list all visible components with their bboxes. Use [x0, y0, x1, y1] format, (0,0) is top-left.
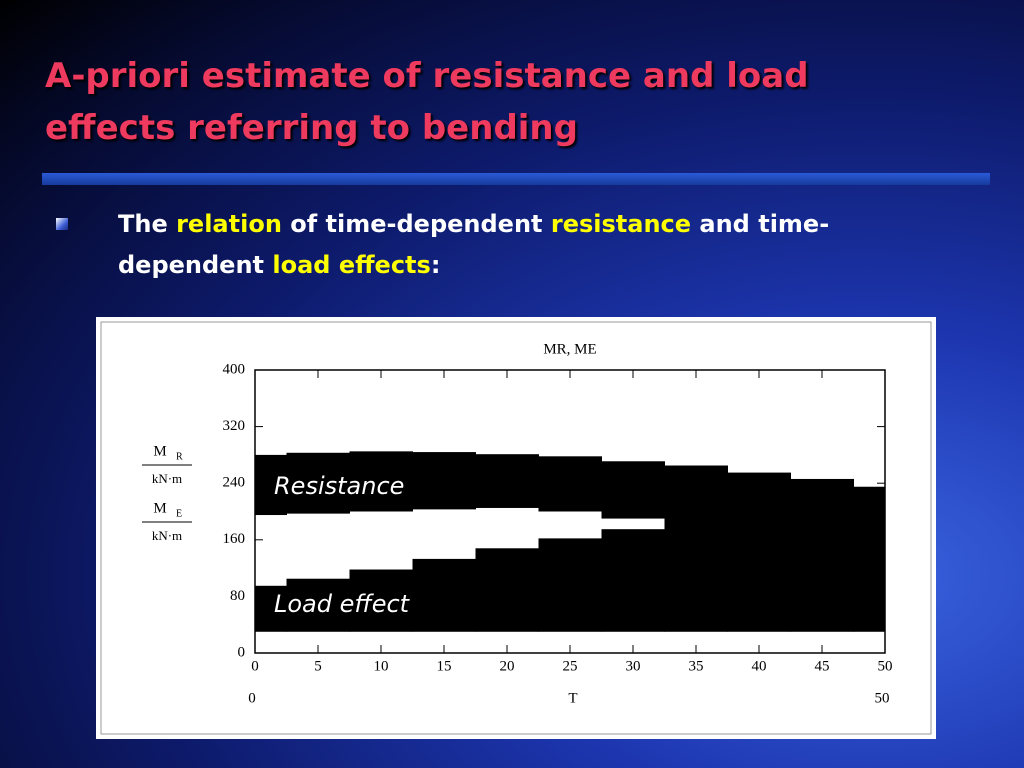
x-axis-label: T [568, 690, 577, 706]
y-tick-label: 160 [223, 531, 246, 547]
band-segment [255, 585, 287, 632]
chart: MR, ME Resistance Load effect 0 80 160 240 320… [100, 321, 932, 735]
x-tick-label: 15 [437, 658, 452, 674]
band-segment [853, 511, 885, 632]
x-tick-label: 40 [752, 658, 767, 674]
x-tick-label: 30 [626, 658, 641, 674]
bullet-segment: and time-dependent [118, 210, 830, 279]
band-segment [349, 451, 413, 512]
bullet-icon [56, 218, 68, 230]
x2-tick-label: 0 [248, 690, 256, 706]
band-segment [790, 514, 854, 632]
y-label-num: M [153, 443, 166, 459]
y-tick-label: 400 [223, 361, 246, 377]
x-tick-label: 45 [815, 658, 830, 674]
band-segment [412, 452, 476, 510]
band-segment [286, 578, 350, 632]
bullet-segment: of time-dependent [281, 210, 551, 238]
band-segment [286, 452, 350, 514]
series-label: Load effect [274, 590, 411, 618]
band-segment [412, 558, 476, 632]
band-segment [475, 454, 539, 508]
y-tick-label: 0 [238, 644, 246, 660]
band-segment [664, 465, 728, 528]
band-segment [475, 548, 539, 632]
x-tick-label: 35 [689, 658, 704, 674]
bullet-segment: : [430, 251, 441, 279]
band-segment [538, 538, 602, 632]
inner-border [100, 321, 932, 735]
bullet-segment: relation [176, 210, 282, 238]
band-segment [601, 461, 665, 519]
y-tick-label: 80 [230, 588, 245, 604]
y-label-sub: E [176, 508, 182, 519]
chart-frame: MR, ME Resistance Load effect 0 80 160 240 320… [96, 317, 936, 739]
band-segment [538, 456, 602, 512]
band-segment [601, 529, 665, 632]
x-tick-label: 25 [563, 658, 578, 674]
x-tick-label: 0 [251, 658, 259, 674]
band-segment [664, 523, 728, 632]
y-label-den: kN·m [152, 471, 182, 486]
plot-data [255, 451, 885, 632]
x2-tick-label: 50 [875, 690, 890, 706]
y-label-num: M [153, 500, 166, 516]
bullet-segment: The [118, 210, 177, 238]
band-segment [255, 454, 287, 516]
x-tick-label: 10 [374, 658, 389, 674]
bullet-segment: resistance [550, 210, 692, 238]
y-label-den: kN·m [152, 528, 182, 543]
x-tick-label: 50 [878, 658, 893, 674]
band-segment [349, 569, 413, 632]
x-tick-label: 5 [314, 658, 322, 674]
bullet-text: The relation of time-dependent resistanc… [118, 204, 918, 286]
band-segment [727, 518, 791, 632]
x-tick-label: 20 [500, 658, 515, 674]
y-tick-label: 240 [223, 475, 246, 491]
y-tick-label: 320 [223, 418, 246, 434]
chart-title: MR, ME [543, 341, 596, 357]
slide-title: A-priori estimate of resistance and load… [45, 56, 809, 148]
bullet-segment: load effects [272, 251, 431, 279]
title-rule [42, 173, 990, 185]
series-label: Resistance [274, 472, 404, 500]
y-label-sub: R [176, 451, 183, 462]
